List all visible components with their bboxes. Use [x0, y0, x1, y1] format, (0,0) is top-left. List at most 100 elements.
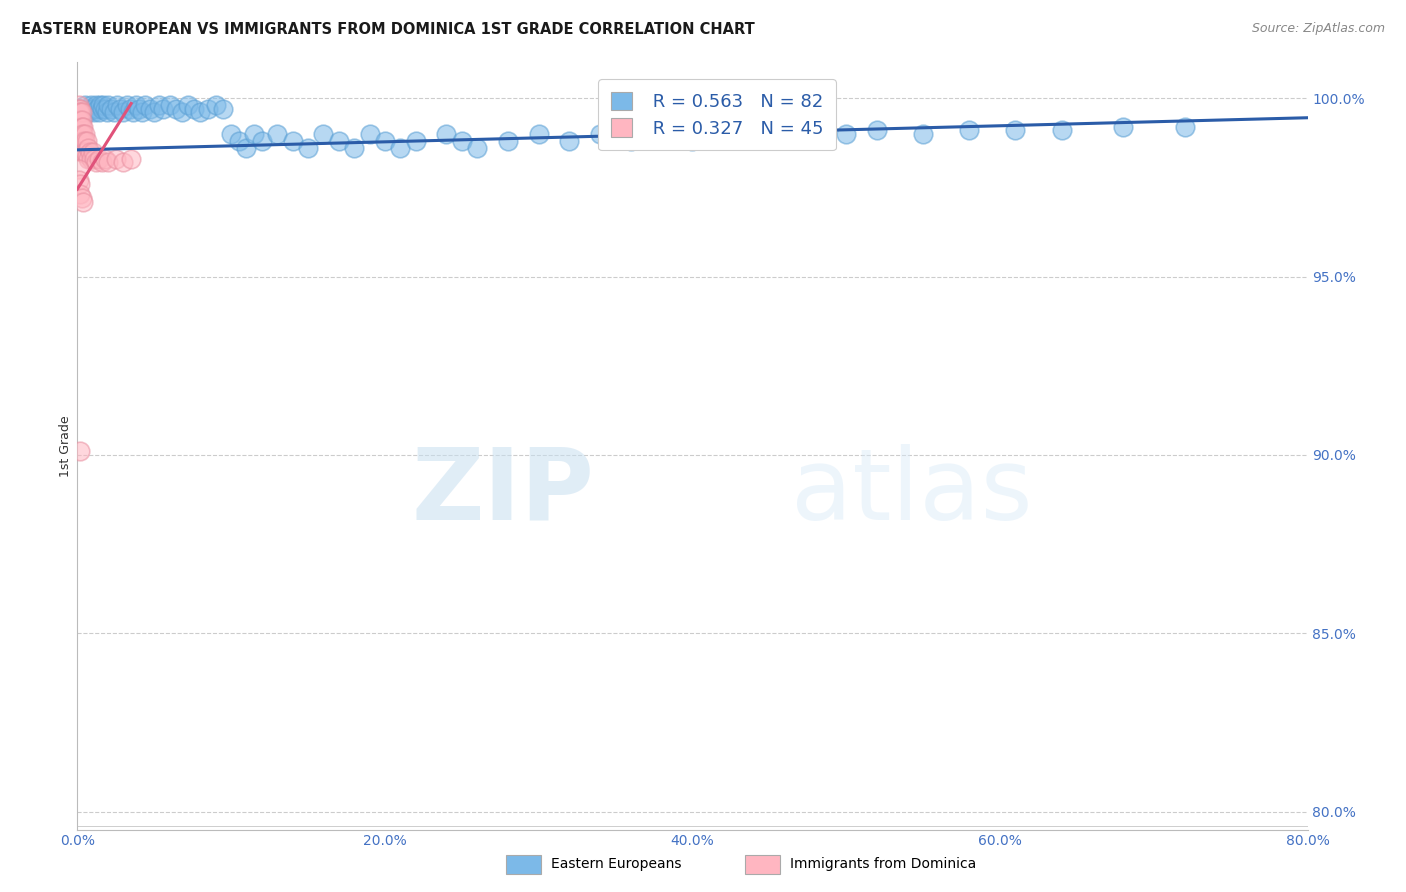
Point — [90, 155, 114, 169]
Point — [76, 148, 98, 162]
Point — [436, 127, 458, 141]
Point — [450, 134, 472, 148]
Point — [105, 98, 128, 112]
Point — [266, 127, 288, 141]
Point — [219, 127, 242, 141]
Text: Immigrants from Dominica: Immigrants from Dominica — [790, 857, 976, 871]
Point — [69, 120, 91, 134]
Point — [589, 127, 612, 141]
Point — [80, 98, 103, 112]
Point — [70, 145, 93, 159]
Point — [212, 102, 235, 116]
Point — [297, 141, 319, 155]
Point — [121, 105, 143, 120]
Point — [143, 105, 166, 120]
Point — [104, 152, 127, 166]
Point — [76, 102, 98, 116]
Point — [374, 134, 396, 148]
Point — [1112, 120, 1135, 134]
Point — [77, 141, 100, 155]
Point — [69, 127, 91, 141]
Point — [94, 102, 117, 116]
Point — [281, 134, 304, 148]
Point — [804, 127, 827, 141]
Point — [79, 102, 101, 116]
Point — [312, 127, 335, 141]
Point — [76, 134, 98, 148]
Point — [343, 141, 366, 155]
Point — [1050, 123, 1073, 137]
Point — [67, 112, 90, 127]
Point — [83, 152, 105, 166]
Point — [112, 105, 135, 120]
Point — [110, 102, 132, 116]
Point — [89, 98, 111, 112]
Point — [758, 123, 780, 137]
Point — [957, 123, 980, 137]
Point — [70, 134, 93, 148]
Point — [235, 141, 257, 155]
Point — [83, 105, 105, 120]
Point — [165, 102, 187, 116]
Point — [228, 134, 250, 148]
Point — [86, 102, 108, 116]
Point — [82, 102, 104, 116]
Point — [93, 98, 115, 112]
Point — [87, 105, 110, 120]
Text: atlas: atlas — [792, 443, 1032, 541]
Point — [84, 98, 107, 112]
Y-axis label: 1st Grade: 1st Grade — [59, 415, 72, 477]
Point — [69, 177, 91, 191]
Point — [82, 145, 104, 159]
Point — [97, 155, 120, 169]
Point — [67, 105, 90, 120]
Point — [70, 127, 93, 141]
Point — [1174, 120, 1197, 134]
Point — [405, 134, 427, 148]
Point — [112, 155, 135, 169]
Point — [170, 105, 193, 120]
Point — [496, 134, 519, 148]
Point — [96, 105, 118, 120]
Point — [67, 162, 90, 177]
Point — [69, 105, 91, 120]
Point — [73, 127, 96, 141]
Point — [69, 102, 91, 116]
Point — [389, 141, 412, 155]
Point — [152, 102, 174, 116]
Point — [115, 98, 138, 112]
Point — [177, 98, 200, 112]
Point — [159, 98, 181, 112]
Point — [558, 134, 581, 148]
Point — [134, 98, 156, 112]
Point — [70, 191, 93, 205]
Point — [72, 134, 94, 148]
Point — [84, 155, 107, 169]
Point — [67, 102, 90, 116]
Point — [328, 134, 350, 148]
Point — [94, 152, 117, 166]
Point — [204, 98, 226, 112]
Point — [70, 112, 93, 127]
Point — [77, 105, 100, 120]
Point — [197, 102, 219, 116]
Point — [138, 102, 160, 116]
Point — [69, 187, 91, 202]
Point — [69, 112, 91, 127]
Point — [465, 141, 488, 155]
Point — [620, 134, 643, 148]
Point — [72, 109, 94, 123]
Point — [80, 152, 103, 166]
Point — [243, 127, 266, 141]
Text: Source: ZipAtlas.com: Source: ZipAtlas.com — [1251, 22, 1385, 36]
Point — [69, 444, 91, 458]
Point — [711, 127, 734, 141]
Point — [67, 98, 90, 112]
Point — [250, 134, 273, 148]
Point — [70, 105, 93, 120]
Point — [835, 127, 858, 141]
Point — [651, 127, 673, 141]
Point — [72, 120, 94, 134]
Point — [69, 102, 91, 116]
Point — [682, 134, 704, 148]
